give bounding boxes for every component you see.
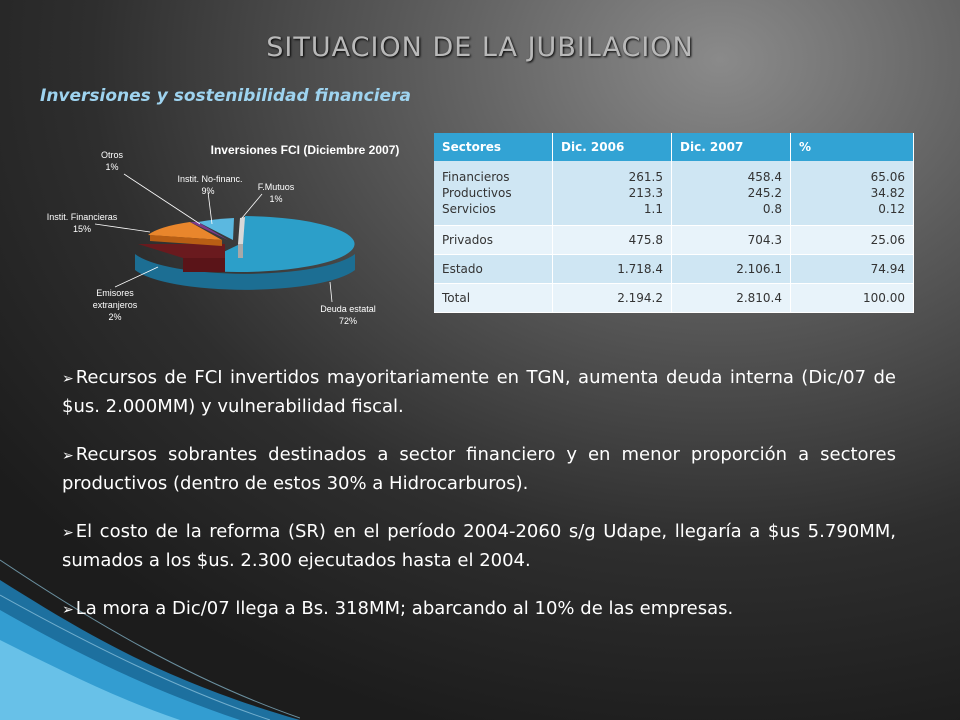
cell-pct: 100.00 (790, 283, 914, 313)
pie-slice-emisores-top (138, 244, 225, 258)
bullet-item: ➢ La mora a Dic/07 llega a Bs. 318MM; aba… (62, 595, 896, 624)
cell-d2007: 2.106.1 (671, 254, 791, 284)
cell-line: 34.82 (870, 186, 905, 200)
cell-sector: Estado (434, 254, 553, 284)
arrow-bullet-icon: ➢ (62, 448, 74, 464)
label-no-financ-name: Instit. No-financ. (177, 174, 242, 184)
bullet-item: ➢ El costo de la reforma (SR) en el perío… (62, 518, 896, 575)
header-dic-2006: Dic. 2006 (552, 133, 672, 161)
label-emisores-name2: extranjeros (93, 300, 138, 310)
pie-slice-financieras-front (150, 235, 222, 246)
chart-title: Inversiones FCI (Diciembre 2007) (211, 143, 400, 157)
cell-line: 1.1 (643, 202, 663, 216)
table-header-row: Sectores Dic. 2006 Dic. 2007 % (434, 133, 914, 161)
cell-sector: Financieros Productivos Servicios (434, 161, 553, 226)
bullet-text: Recursos de FCI invertidos mayoritariame… (62, 367, 896, 417)
leader-no-financ (207, 191, 213, 225)
cell-d2006: 475.8 (552, 225, 672, 255)
table-row: Privados 475.8 704.3 25.06 (434, 225, 914, 255)
arrow-bullet-icon: ➢ (62, 602, 74, 618)
leader-financieras (94, 223, 151, 233)
label-fmutuos-name: F.Mutuos (258, 182, 295, 192)
page-subtitle: Inversiones y sostenibilidad financiera (40, 86, 411, 106)
pie-slice-fmutuos (238, 217, 245, 244)
arrow-bullet-icon: ➢ (62, 525, 74, 541)
leader-fmutuos (241, 193, 263, 219)
pie-slice-otros (190, 222, 228, 240)
cell-d2007: 458.4 245.2 0.8 (671, 161, 791, 226)
arrow-bullet-icon: ➢ (62, 371, 74, 387)
cell-d2007: 2.810.4 (671, 283, 791, 313)
label-otros-name: Otros (101, 150, 124, 160)
bullet-text: Recursos sobrantes destinados a sector f… (62, 444, 896, 494)
decorative-wave (0, 559, 300, 720)
bullet-text: La mora a Dic/07 llega a Bs. 318MM; abar… (75, 598, 734, 619)
cell-line: Productivos (442, 186, 512, 200)
label-no-financ-pct: 9% (201, 186, 214, 196)
leader-otros (123, 173, 201, 225)
cell-d2006: 1.718.4 (552, 254, 672, 284)
pie-slice-deuda-estatal-side (135, 254, 355, 290)
label-fmutuos-pct: 1% (269, 194, 282, 204)
label-financieras-pct: 15% (73, 224, 91, 234)
cell-line: Servicios (442, 202, 496, 216)
leader-deuda (329, 281, 333, 303)
cell-line: Financieros (442, 170, 510, 184)
label-financieras-name: Instit. Financieras (47, 212, 118, 222)
pie-slice-deuda-estatal (188, 216, 355, 272)
cell-sector: Privados (434, 225, 553, 255)
pie-slice-financieras (148, 222, 222, 240)
table-row: Estado 1.718.4 2.106.1 74.94 (434, 254, 914, 284)
bullet-item: ➢ Recursos sobrantes destinados a sector … (62, 441, 896, 498)
bullet-list: ➢ Recursos de FCI invertidos mayoritariam… (62, 364, 896, 644)
cell-line: 0.8 (762, 202, 782, 216)
pie-slice-fmutuos-side (238, 244, 243, 258)
cell-pct: 25.06 (790, 225, 914, 255)
label-emisores-pct: 2% (108, 312, 121, 322)
table-row: Financieros Productivos Servicios 261.5 … (434, 161, 914, 226)
sectors-table: Sectores Dic. 2006 Dic. 2007 % Financier… (434, 133, 914, 313)
header-pct: % (790, 133, 914, 161)
cell-line: 65.06 (870, 170, 905, 184)
header-dic-2007: Dic. 2007 (671, 133, 791, 161)
cell-d2007: 704.3 (671, 225, 791, 255)
cell-pct: 65.06 34.82 0.12 (790, 161, 914, 226)
page-title: SITUACION DE LA JUBILACION (266, 32, 694, 63)
cell-line: 245.2 (747, 186, 782, 200)
pie-chart: Inversiones FCI (Diciembre 2007) Otros 1… (40, 132, 420, 342)
table-row: Total 2.194.2 2.810.4 100.00 (434, 283, 914, 313)
cell-d2006: 2.194.2 (552, 283, 672, 313)
cell-pct: 74.94 (790, 254, 914, 284)
bullet-text: El costo de la reforma (SR) en el períod… (62, 521, 896, 571)
cell-d2006: 261.5 213.3 1.1 (552, 161, 672, 226)
cell-line: 0.12 (878, 202, 905, 216)
cell-line: 261.5 (628, 170, 663, 184)
bullet-item: ➢ Recursos de FCI invertidos mayoritariam… (62, 364, 896, 421)
label-otros-pct: 1% (105, 162, 118, 172)
cell-line: 213.3 (628, 186, 663, 200)
header-sectores: Sectores (434, 133, 553, 161)
label-emisores-name: Emisores (96, 288, 134, 298)
label-deuda-pct: 72% (339, 316, 357, 326)
cell-sector: Total (434, 283, 553, 313)
cell-line: 458.4 (747, 170, 782, 184)
label-deuda-name: Deuda estatal (320, 304, 376, 314)
pie-chart-svg: Inversiones FCI (Diciembre 2007) Otros 1… (47, 143, 400, 326)
pie-slice-no-financ (198, 218, 234, 240)
leader-emisores (114, 266, 159, 288)
